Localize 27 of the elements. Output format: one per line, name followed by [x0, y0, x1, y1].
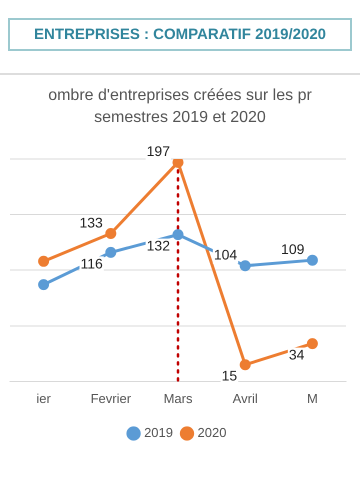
- point: [105, 228, 116, 240]
- point: [240, 359, 251, 370]
- point: [38, 256, 50, 267]
- point: [172, 229, 184, 240]
- data-label: 116: [80, 255, 104, 272]
- chart-title: ENTREPRISES : COMPARATIF 2019/2020: [8, 18, 352, 51]
- x-tick-label: Fevrier: [90, 390, 132, 406]
- x-tick-label: Mars: [164, 390, 193, 406]
- data-label: 104: [214, 246, 238, 263]
- point: [105, 246, 116, 258]
- legend-label: 2020: [198, 425, 226, 440]
- chart-subtitle: ombre d'entreprises créées sur les pr semestres 2019 et 2020: [47, 86, 313, 128]
- x-tick-label: ier: [36, 390, 52, 406]
- point: [38, 279, 50, 290]
- data-label: 132: [146, 237, 170, 254]
- x-tick-label: M: [306, 390, 318, 406]
- point: [306, 254, 318, 266]
- data-label: 34: [288, 346, 305, 362]
- point: [306, 338, 318, 350]
- legend-label: 2019: [144, 425, 173, 440]
- data-label: 15: [222, 368, 238, 384]
- point: [172, 159, 184, 168]
- data-label: 197: [146, 143, 170, 160]
- x-tick-label: Avril: [232, 390, 258, 406]
- data-label: 109: [281, 241, 305, 258]
- point: [240, 260, 251, 272]
- data-label: 133: [79, 214, 104, 230]
